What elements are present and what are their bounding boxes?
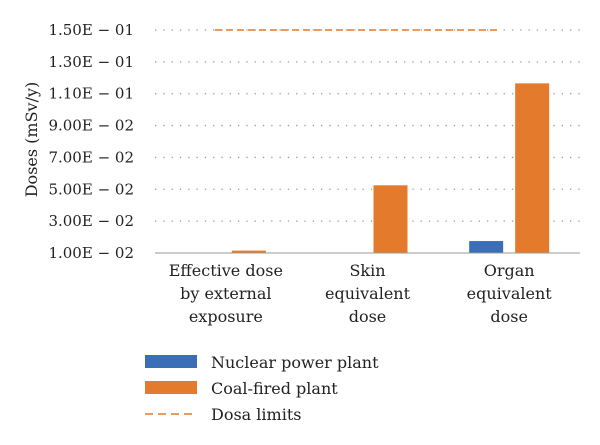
category-label: Skin equivalent dose bbox=[325, 261, 411, 326]
category-label-line: Effective dose bbox=[169, 261, 283, 280]
category-label-line: dose bbox=[490, 307, 528, 326]
legend-label: Nuclear power plant bbox=[211, 353, 379, 372]
y-tick-label: 5.00E − 02 bbox=[48, 180, 134, 198]
bars bbox=[231, 83, 550, 253]
category-label-line: Skin bbox=[349, 261, 385, 280]
category-label-line: by external bbox=[180, 284, 271, 303]
category-label-line: equivalent bbox=[325, 284, 411, 303]
legend-swatch bbox=[145, 355, 197, 368]
legend-label: Coal-fired plant bbox=[211, 379, 338, 398]
bar-coal-2 bbox=[373, 185, 408, 253]
category-label: Organ equivalent dose bbox=[467, 261, 553, 326]
y-tick-label: 1.00E − 02 bbox=[48, 244, 134, 262]
bar-coal-1 bbox=[231, 250, 266, 253]
y-tick-label: 1.10E − 01 bbox=[48, 85, 134, 103]
bar-nuclear-3 bbox=[469, 241, 504, 253]
category-label-line: exposure bbox=[189, 307, 263, 326]
bar-coal-3 bbox=[515, 83, 550, 253]
legend-swatch bbox=[145, 381, 197, 394]
category-label-line: dose bbox=[349, 307, 387, 326]
y-tick-label: 1.50E − 01 bbox=[48, 21, 134, 39]
legend: Nuclear power plant Coal-fired plant Dosa … bbox=[145, 353, 379, 424]
category-labels: Effective dose by external exposure Skin equ… bbox=[169, 261, 553, 326]
category-label: Effective dose by external exposure bbox=[169, 261, 283, 326]
y-axis-title: Doses (mSv/y) bbox=[22, 82, 41, 198]
y-tick-label: 7.00E − 02 bbox=[48, 148, 134, 166]
y-tick-labels: 1.00E − 02 3.00E − 02 5.00E − 02 7.00E − 02… bbox=[48, 21, 134, 262]
category-label-line: Organ bbox=[484, 261, 535, 280]
y-tick-label: 9.00E − 02 bbox=[48, 117, 134, 135]
legend-label: Dosa limits bbox=[211, 405, 301, 424]
y-tick-label: 1.30E − 01 bbox=[48, 53, 134, 71]
y-tick-label: 3.00E − 02 bbox=[48, 212, 134, 230]
category-label-line: equivalent bbox=[467, 284, 553, 303]
